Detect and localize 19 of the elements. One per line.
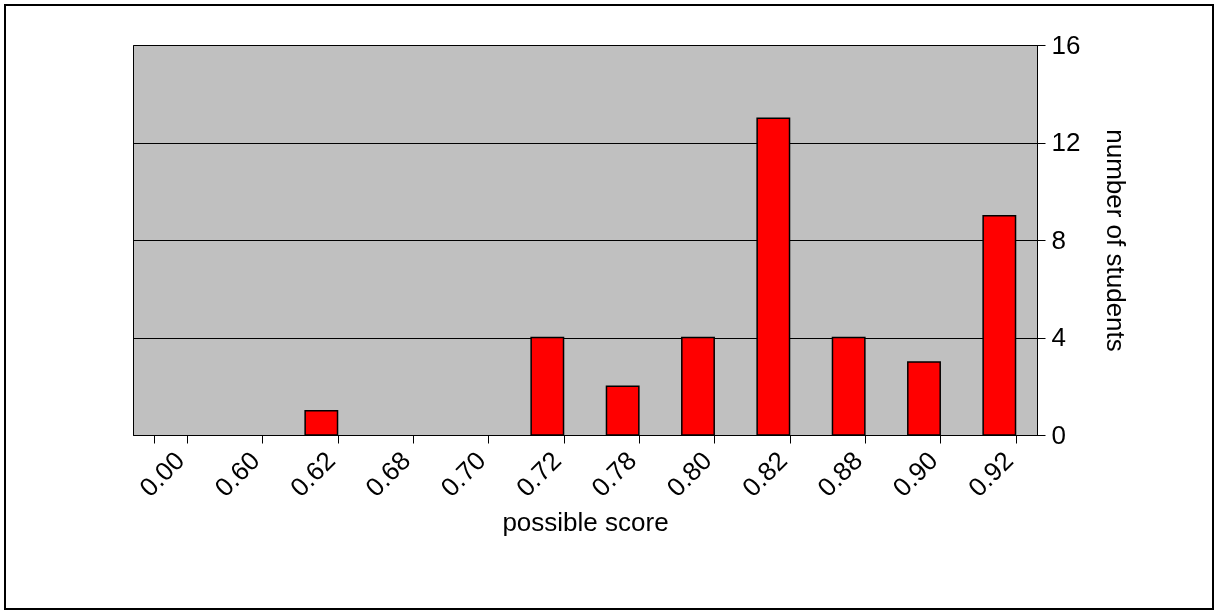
x-tick-label: 0.00 [133, 445, 191, 503]
y-tick-label: 0 [1051, 419, 1066, 450]
x-tick-label: 0.82 [735, 445, 793, 503]
y-tick-label: 4 [1051, 322, 1066, 352]
x-axis-title: possible score [502, 506, 669, 537]
x-tick-label: 0.70 [434, 445, 492, 503]
x-tick-label: 0.78 [585, 445, 643, 503]
x-tick-label: 0.60 [208, 445, 266, 503]
x-tick-label: 0.90 [886, 445, 944, 503]
x-tick-label: 0.62 [283, 445, 341, 503]
x-tick-label: 0.72 [509, 445, 567, 503]
x-tick-label: 0.88 [811, 445, 869, 503]
y-tick-label: 8 [1051, 224, 1066, 255]
x-tick-label: 0.68 [359, 445, 417, 503]
x-tick-label: 0.92 [961, 445, 1019, 503]
y-tick-label: 16 [1051, 29, 1081, 60]
x-tick-label: 0.80 [660, 445, 718, 503]
y-tick-label: 12 [1051, 127, 1081, 157]
y-axis-title: number of students [1101, 129, 1132, 352]
